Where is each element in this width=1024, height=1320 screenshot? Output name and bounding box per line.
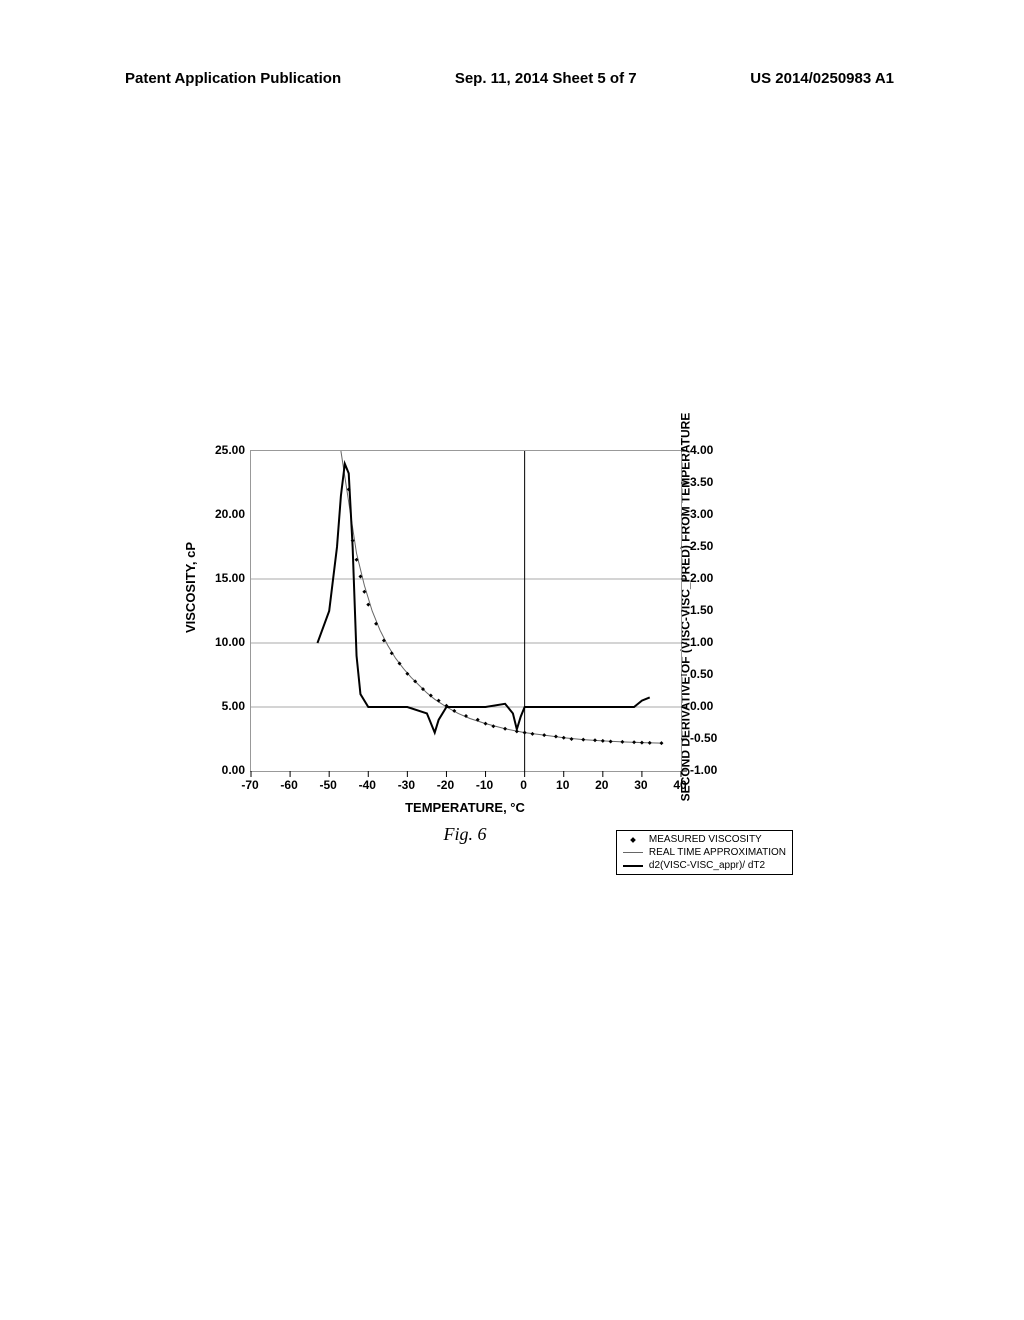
- y-right-tick-label: 0.00: [690, 699, 713, 713]
- legend-item: REAL TIME APPROXIMATION: [623, 846, 786, 859]
- legend: MEASURED VISCOSITY REAL TIME APPROXIMATI…: [616, 830, 793, 875]
- y-right-tick-label: -0.50: [690, 731, 717, 745]
- y-right-tick-label: 1.00: [690, 635, 713, 649]
- x-tick-label: -10: [473, 778, 497, 792]
- legend-text: REAL TIME APPROXIMATION: [649, 847, 786, 858]
- x-tick-label: 30: [629, 778, 653, 792]
- x-tick-label: -30: [394, 778, 418, 792]
- y-left-tick-label: 25.00: [205, 443, 245, 457]
- x-tick-label: -40: [355, 778, 379, 792]
- legend-item: MEASURED VISCOSITY: [623, 833, 786, 846]
- x-axis-label: TEMPERATURE, °C: [250, 800, 680, 815]
- y-left-tick-label: 20.00: [205, 507, 245, 521]
- y-right-tick-label: 2.50: [690, 539, 713, 553]
- y-right-tick-label: 1.50: [690, 603, 713, 617]
- y-left-tick-label: 0.00: [205, 763, 245, 777]
- y-left-tick-label: 15.00: [205, 571, 245, 585]
- x-tick-label: -60: [277, 778, 301, 792]
- legend-marker-icon: [630, 837, 636, 843]
- legend-item: d2(VISC-VISC_appr)/ dT2: [623, 859, 786, 872]
- y-right-tick-label: 3.50: [690, 475, 713, 489]
- x-tick-label: -50: [316, 778, 340, 792]
- y-right-tick-label: 0.50: [690, 667, 713, 681]
- chart-container: VISCOSITY, cP SECOND DERIVATIVE OF (VISC…: [195, 440, 715, 820]
- y-right-tick-label: 2.00: [690, 571, 713, 585]
- y-left-tick-label: 10.00: [205, 635, 245, 649]
- y-left-axis-label: VISCOSITY, cP: [183, 542, 198, 633]
- x-tick-label: 10: [551, 778, 575, 792]
- y-right-tick-label: 4.00: [690, 443, 713, 457]
- y-right-tick-label: 3.00: [690, 507, 713, 521]
- chart-svg: [251, 451, 681, 771]
- page-header: Patent Application Publication Sep. 11, …: [0, 0, 1024, 87]
- x-tick-label: -70: [238, 778, 262, 792]
- x-tick-label: 40: [668, 778, 692, 792]
- legend-thick-line-icon: [623, 865, 643, 867]
- header-center: Sep. 11, 2014 Sheet 5 of 7: [455, 70, 637, 87]
- chart-plot-area: [250, 450, 682, 772]
- x-tick-label: 20: [590, 778, 614, 792]
- x-tick-label: -20: [433, 778, 457, 792]
- header-right: US 2014/0250983 A1: [750, 70, 894, 87]
- x-tick-label: 0: [512, 778, 536, 792]
- header-left: Patent Application Publication: [125, 70, 341, 87]
- y-left-tick-label: 5.00: [205, 699, 245, 713]
- legend-line-icon: [623, 852, 643, 853]
- legend-text: d2(VISC-VISC_appr)/ dT2: [649, 860, 765, 871]
- legend-text: MEASURED VISCOSITY: [649, 834, 762, 845]
- y-right-tick-label: -1.00: [690, 763, 717, 777]
